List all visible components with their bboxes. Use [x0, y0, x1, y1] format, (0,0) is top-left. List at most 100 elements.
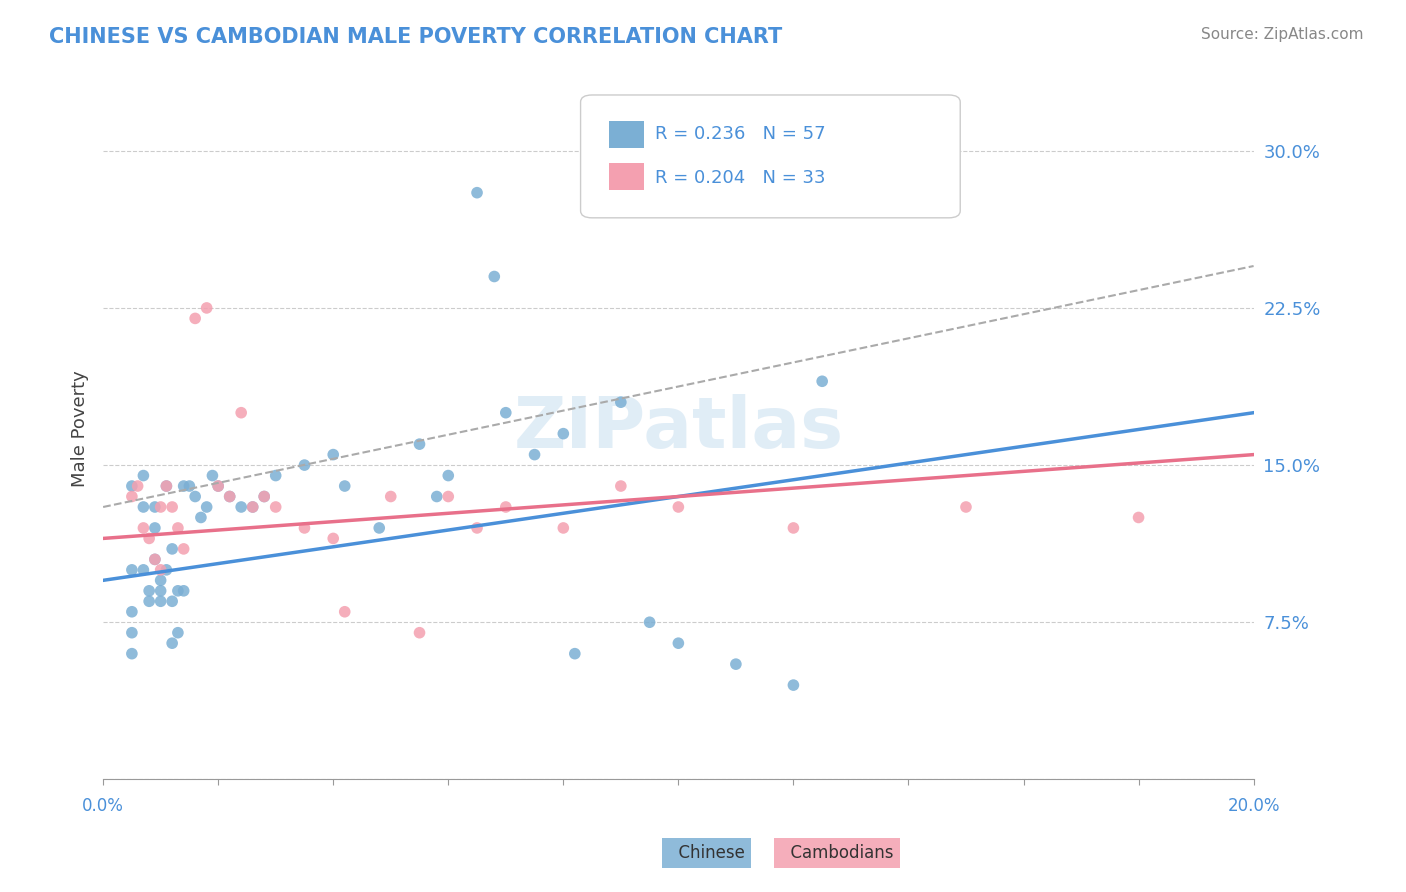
Text: R = 0.204   N = 33: R = 0.204 N = 33: [655, 169, 825, 186]
Text: Source: ZipAtlas.com: Source: ZipAtlas.com: [1201, 27, 1364, 42]
Point: [201, 468, 224, 483]
Point: [724, 657, 747, 672]
Point: [380, 490, 402, 504]
Point: [121, 647, 143, 661]
Point: [638, 615, 661, 630]
Point: [149, 563, 172, 577]
Point: [132, 500, 155, 514]
Point: [333, 605, 356, 619]
Point: [666, 636, 689, 650]
Point: [149, 574, 172, 588]
Point: [666, 500, 689, 514]
Point: [484, 269, 506, 284]
Point: [242, 500, 264, 514]
Point: [132, 468, 155, 483]
Point: [195, 301, 218, 315]
Point: [408, 437, 430, 451]
Text: 20.0%: 20.0%: [1227, 797, 1279, 815]
Point: [149, 594, 172, 608]
Point: [553, 521, 575, 535]
Point: [553, 426, 575, 441]
Point: [155, 479, 177, 493]
Point: [155, 563, 177, 577]
Point: [132, 563, 155, 577]
Point: [143, 500, 166, 514]
Point: [155, 479, 177, 493]
Point: [426, 490, 449, 504]
Point: [173, 541, 195, 556]
Point: [523, 448, 546, 462]
Text: ZIPatlas: ZIPatlas: [513, 394, 844, 463]
Text: R = 0.236   N = 57: R = 0.236 N = 57: [655, 125, 825, 144]
Point: [121, 605, 143, 619]
Point: [218, 490, 240, 504]
Point: [138, 594, 160, 608]
Point: [322, 448, 344, 462]
Point: [610, 395, 633, 409]
Point: [121, 479, 143, 493]
Point: [253, 490, 276, 504]
FancyBboxPatch shape: [609, 163, 644, 190]
Point: [294, 458, 316, 472]
Point: [132, 521, 155, 535]
Point: [138, 532, 160, 546]
Point: [121, 490, 143, 504]
Point: [149, 583, 172, 598]
Point: [839, 165, 862, 179]
Point: [207, 479, 229, 493]
Point: [190, 510, 212, 524]
Point: [782, 521, 804, 535]
Point: [368, 521, 391, 535]
Point: [218, 490, 240, 504]
Point: [167, 583, 190, 598]
Point: [495, 500, 517, 514]
Point: [121, 563, 143, 577]
Point: [437, 490, 460, 504]
Point: [610, 479, 633, 493]
Point: [333, 479, 356, 493]
Point: [322, 532, 344, 546]
Point: [231, 500, 253, 514]
Point: [179, 479, 201, 493]
Point: [160, 636, 183, 650]
Point: [437, 468, 460, 483]
Point: [408, 625, 430, 640]
Text: Chinese: Chinese: [668, 844, 745, 862]
Point: [811, 374, 834, 388]
Point: [127, 479, 149, 493]
Point: [955, 500, 977, 514]
Y-axis label: Male Poverty: Male Poverty: [72, 370, 89, 487]
Point: [564, 647, 586, 661]
Point: [160, 500, 183, 514]
Point: [231, 406, 253, 420]
Text: 0.0%: 0.0%: [82, 797, 124, 815]
Point: [143, 521, 166, 535]
Point: [1128, 510, 1150, 524]
Point: [264, 500, 287, 514]
FancyBboxPatch shape: [581, 95, 960, 218]
Point: [465, 521, 488, 535]
Point: [160, 541, 183, 556]
FancyBboxPatch shape: [609, 121, 644, 148]
Point: [173, 583, 195, 598]
Point: [242, 500, 264, 514]
Point: [184, 311, 207, 326]
Point: [184, 490, 207, 504]
Point: [782, 678, 804, 692]
Point: [253, 490, 276, 504]
Point: [294, 521, 316, 535]
Point: [143, 552, 166, 566]
Point: [138, 583, 160, 598]
Point: [167, 625, 190, 640]
Text: CHINESE VS CAMBODIAN MALE POVERTY CORRELATION CHART: CHINESE VS CAMBODIAN MALE POVERTY CORREL…: [49, 27, 783, 46]
Point: [465, 186, 488, 200]
Point: [167, 521, 190, 535]
Point: [149, 500, 172, 514]
Point: [897, 144, 920, 158]
Point: [264, 468, 287, 483]
Point: [207, 479, 229, 493]
Text: Cambodians: Cambodians: [780, 844, 894, 862]
Point: [143, 552, 166, 566]
Point: [195, 500, 218, 514]
Point: [160, 594, 183, 608]
